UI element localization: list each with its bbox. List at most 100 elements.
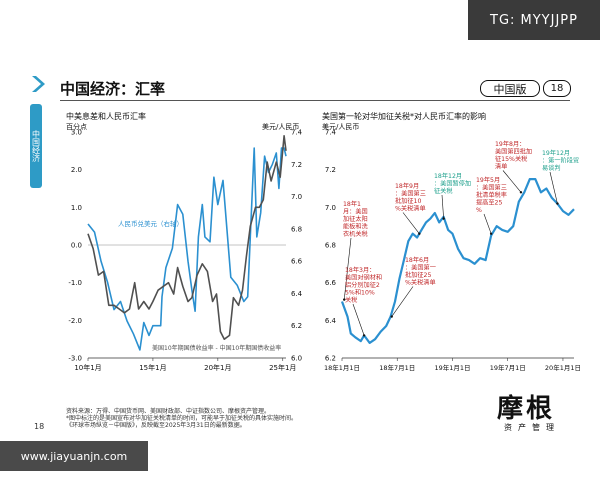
annotation-arrow (549, 171, 558, 204)
annotation-label-line: %关税清单 (405, 279, 436, 287)
page-title: 中国经济：汇率 (60, 80, 166, 98)
annotation-label-line: 美国对钢材和 (345, 274, 382, 282)
y-right-tick-label: 6.6 (291, 258, 303, 266)
watermark-top: TG: MYYJJPP (468, 0, 600, 40)
annotation-arrow (483, 213, 492, 234)
annotation-label-line: 19年12月 (542, 149, 570, 157)
brand-logo: 摩根 (497, 394, 556, 424)
right-chart-title: 美国第一轮对华加征关税*对人民币汇率的影响 (322, 112, 486, 121)
annotation-label-line: % (476, 207, 482, 214)
annotation-label-line: 征关税 (434, 187, 453, 195)
annotation-label: 18年3月：美国对钢材和铝分别加征2 5%和10%关税 (345, 266, 382, 304)
brand-subtitle: 资产管理 (504, 423, 560, 432)
annotation-arrow (502, 170, 522, 193)
annotation-label-line: 衣机关税 (343, 230, 368, 238)
annotation-arrowhead (343, 298, 346, 301)
y-right-tick-label: 7.0 (291, 193, 302, 201)
y-right-tick-label: 7.2 (291, 161, 302, 169)
annotation-label-line: 加征太阳 (343, 215, 368, 223)
annotation-label: 18年6月：美国第一批加征25 %关税清单 (405, 256, 436, 287)
y-right-tick-label: 6.4 (291, 290, 303, 298)
annotation-label-line: 18年9月 (395, 182, 419, 190)
annotation-label-line: 关税 (345, 296, 357, 304)
footnote-note-1: *图中标注的是美国宣布对华加征关税清单的时间，可能早于加征关税的具体实施时间。 (66, 415, 298, 422)
series-label-cny: 人民币兑美元（右轴） (118, 219, 183, 228)
annotation-label-line: 提高至25 (476, 199, 502, 207)
annotation-label-line: ：第一阶段贸 (542, 157, 579, 165)
header-rule (60, 100, 570, 101)
cny-usd-line (340, 178, 575, 344)
annotation-arrow (343, 237, 352, 300)
annotation-label-line: 批加征10 (395, 197, 421, 205)
annotation-label-line: 能板和洗 (343, 223, 369, 231)
annotation-arrowhead (390, 315, 393, 318)
annotation-label: 18年12月：美国暂停加征关税 (434, 172, 471, 195)
yield-spread-line (87, 135, 287, 340)
annotation-label-line: ：美国第三 (395, 190, 426, 198)
annotation-arrowhead (362, 334, 366, 337)
annotation-label-line: ：美国第一 (405, 264, 436, 272)
annotation-label-line: 18年12月 (434, 172, 462, 180)
y-left-tick-label: -2.0 (68, 317, 82, 325)
annotation-label: 19年5月：美国第三批清单税率提高至25% (476, 176, 507, 214)
y-right-tick-label: 6.0 (291, 355, 302, 363)
left-chart-title: 中美息差和人民币汇率 (66, 112, 146, 121)
annotation-label-line: 月：美国 (343, 208, 368, 216)
left-chart-right-unit: 美元/人民币 (262, 123, 300, 131)
annotation-label-line: 批清单税率 (476, 191, 507, 199)
annotation-arrowhead (442, 217, 445, 220)
annotation-label-line: 19年8月： (495, 140, 525, 148)
right-chart-unit: 美元/人民币 (322, 123, 360, 131)
y-tick-label: 7.0 (325, 204, 336, 212)
y-left-tick-label: -3.0 (68, 355, 82, 363)
y-left-tick-label: 2.0 (71, 166, 82, 174)
annotation-label-line: 19年5月 (476, 176, 500, 184)
annotation-label-line: 铝分别加征2 (345, 281, 380, 289)
annotation-label-line: 5%和10% (345, 289, 375, 297)
footnote-note-2: 《环球市场纵览－中国版》，反映截至2025年3月31日的最新数据。 (66, 422, 246, 429)
annotation-label: 19年8月：美国第四批加征15%关税清单 (495, 140, 532, 171)
annotation-arrow (391, 286, 414, 317)
annotation-arrowhead (418, 232, 421, 235)
x-tick-label: 15年1月 (139, 363, 166, 372)
y-tick-label: 6.6 (325, 279, 337, 287)
annotation-label-line: ：美国第三 (476, 184, 507, 192)
x-tick-label: 19年1月1日 (434, 363, 470, 372)
footnotes: 资料来源：万得、中国货币网、美国财政部、中证指数公司、摩根资产管理。 *图中标注… (66, 408, 386, 429)
sidebar-tab[interactable]: 中国经济 (30, 104, 42, 188)
annotation-arrow (352, 303, 365, 336)
y-left-tick-label: 0.0 (71, 242, 82, 250)
y-right-tick-label: 6.8 (291, 225, 302, 233)
x-tick-label: 20年1月 (204, 363, 231, 372)
annotation-label-line: 征15%关税 (495, 155, 527, 163)
edition-badge: 中国版 (480, 80, 540, 97)
annotation-label-line: ：美国暂停加 (434, 180, 471, 188)
annotation-label-line: %关税清单 (395, 205, 426, 213)
x-tick-label: 18年1月1日 (324, 363, 360, 372)
annotation-label: 18年1 月：美国加征太阳能板和洗衣机关税 (343, 200, 369, 238)
annotation-arrow (441, 194, 444, 219)
x-tick-label: 25年1月 (269, 363, 296, 372)
annotation-label-line: 美国第四批加 (495, 148, 532, 156)
footnote-source: 资料来源：万得、中国货币网、美国财政部、中证指数公司、摩根资产管理。 (66, 408, 271, 415)
y-tick-label: 6.4 (325, 317, 337, 325)
annotation-arrow (402, 212, 420, 234)
y-left-tick-label: -1.0 (68, 279, 82, 287)
left-chart-left-unit: 百分点 (66, 123, 87, 131)
series-label-spread: 美国10年期国债收益率 - 中国10年期国债收益率 (152, 344, 281, 352)
annotation-label-line: 18年6月 (405, 256, 429, 264)
annotation-label-line: 批加征25 (405, 271, 431, 279)
page-number-badge: 18 (543, 80, 571, 97)
x-tick-label: 19年7月1日 (490, 363, 526, 372)
annotation-label-line: 18年3月： (345, 266, 375, 274)
x-tick-label: 10年1月 (74, 363, 101, 372)
annotation-label-line: 易谈判 (542, 164, 561, 172)
slide-number: 18 (34, 422, 45, 431)
y-right-tick-label: 6.2 (291, 322, 302, 330)
x-tick-label: 18年7月1日 (379, 363, 415, 372)
y-tick-label: 6.2 (325, 355, 336, 363)
chevron-right-icon (32, 76, 45, 92)
annotation-arrowhead (519, 191, 523, 194)
y-tick-label: 7.2 (325, 166, 336, 174)
cny-usd-line (87, 147, 287, 351)
